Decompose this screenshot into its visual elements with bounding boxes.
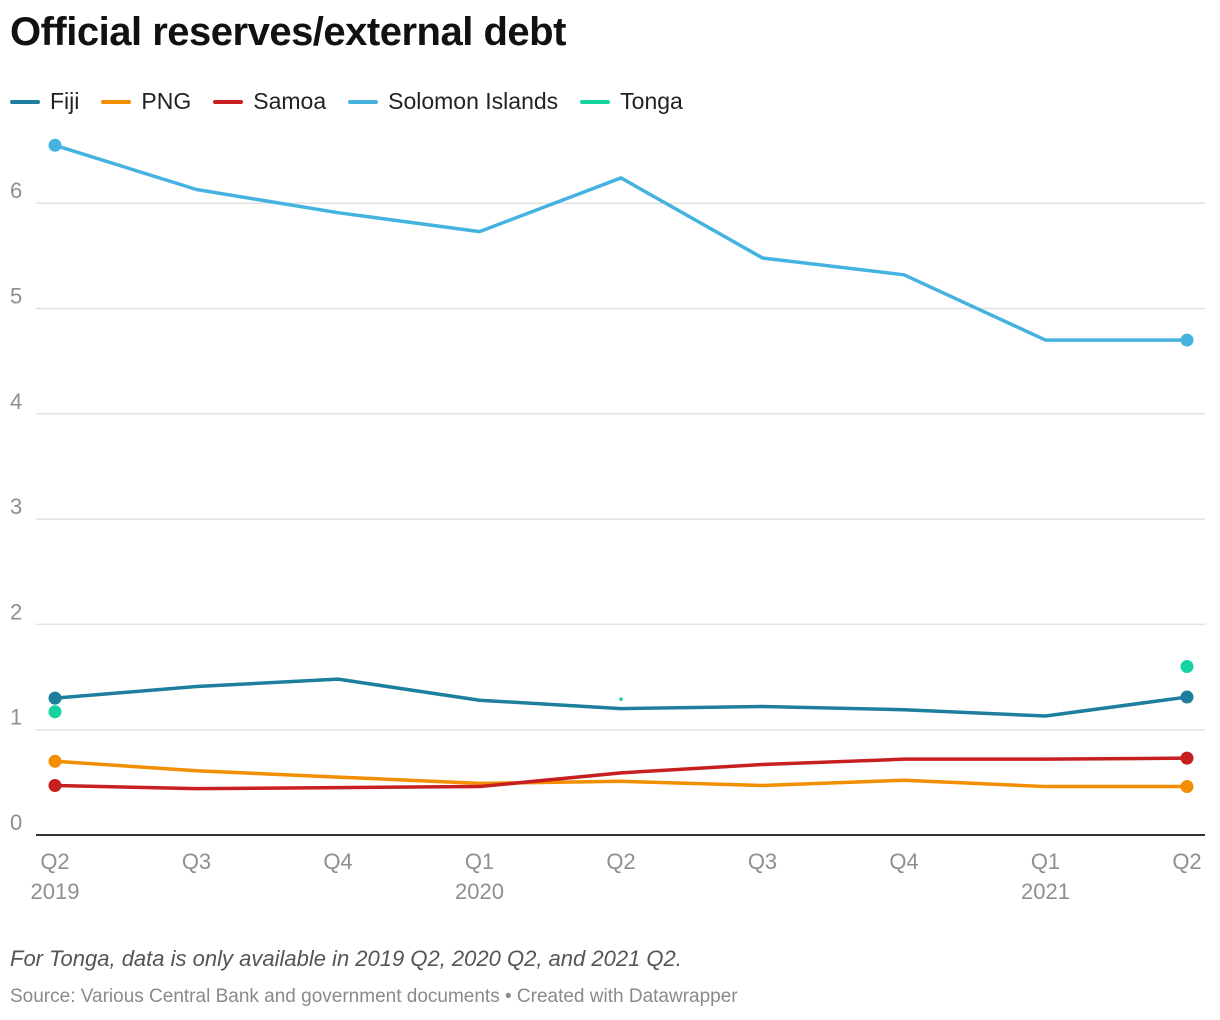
point-png-0 [48, 754, 62, 768]
y-tick-label-0: 0 [10, 810, 22, 835]
y-tick-label-2: 2 [10, 599, 22, 624]
point-fiji-0 [48, 691, 62, 705]
x-tick-year-2021: 2021 [1021, 879, 1070, 904]
source-credit: Source: Various Central Bank and governm… [10, 986, 738, 1007]
point-samoa-8 [1180, 751, 1194, 765]
chart-title: Official reserves/external debt [10, 10, 566, 54]
legend-item-samoa: Samoa [213, 88, 326, 115]
series-line-samoa [53, 756, 1189, 791]
x-tick-label-3: Q1 [465, 849, 494, 874]
legend-swatch-tonga [580, 99, 611, 104]
legend-label-png: PNG [141, 88, 192, 114]
legend-item-tonga: Tonga [580, 88, 683, 115]
series-line-png [53, 759, 1189, 789]
line-chart: 0 1 2 3 4 5 6 Q2 2019 Q3 Q4 Q1 2020 Q2 Q3 Q4 Q1 2021 Q2 [10, 138, 1205, 904]
legend-label-solomon-islands: Solomon Islands [388, 88, 559, 114]
y-tick-label-6: 6 [10, 178, 22, 203]
x-tick-label-6: Q4 [889, 849, 918, 874]
legend-item-fiji: Fiji [10, 88, 79, 115]
x-tick-label-0: Q2 [40, 849, 69, 874]
x-tick-label-7: Q1 [1031, 849, 1060, 874]
x-tick-label-8: Q2 [1172, 849, 1201, 874]
legend-item-png: PNG [101, 88, 191, 115]
footnote: For Tonga, data is only available in 201… [10, 946, 682, 971]
legend-swatch-png [101, 99, 132, 104]
y-tick-label-1: 1 [10, 705, 22, 730]
point-png-8 [1180, 780, 1194, 794]
legend: Fiji PNG Samoa Solomon Islands Tonga [10, 88, 683, 115]
x-tick-label-4: Q2 [606, 849, 635, 874]
legend-label-fiji: Fiji [50, 88, 80, 114]
point-fiji-8 [1180, 690, 1194, 704]
point-solomon-islands-8 [1180, 333, 1194, 347]
legend-label-tonga: Tonga [620, 88, 683, 114]
legend-label-samoa: Samoa [253, 88, 327, 114]
series-line-fiji [53, 677, 1189, 718]
legend-item-solomon-islands: Solomon Islands [348, 88, 558, 115]
legend-swatch-solomon-islands [348, 99, 379, 104]
legend-swatch-fiji [10, 99, 40, 104]
y-tick-label-5: 5 [10, 284, 22, 309]
y-tick-label-3: 3 [10, 494, 22, 519]
point-tonga-0 [48, 705, 62, 719]
x-tick-label-2: Q4 [323, 849, 352, 874]
x-tick-label-5: Q3 [748, 849, 777, 874]
x-tick-year-2020: 2020 [455, 879, 504, 904]
x-tick-label-1: Q3 [182, 849, 211, 874]
point-solomon-islands-0 [48, 138, 62, 152]
series-line-solomon-islands [53, 143, 1189, 342]
point-samoa-0 [48, 779, 62, 793]
point-tonga-8 [1180, 660, 1194, 674]
point-tonga-4 [619, 697, 623, 701]
x-tick-year-2019: 2019 [31, 879, 80, 904]
legend-swatch-samoa [213, 99, 244, 104]
y-tick-label-4: 4 [10, 389, 22, 414]
